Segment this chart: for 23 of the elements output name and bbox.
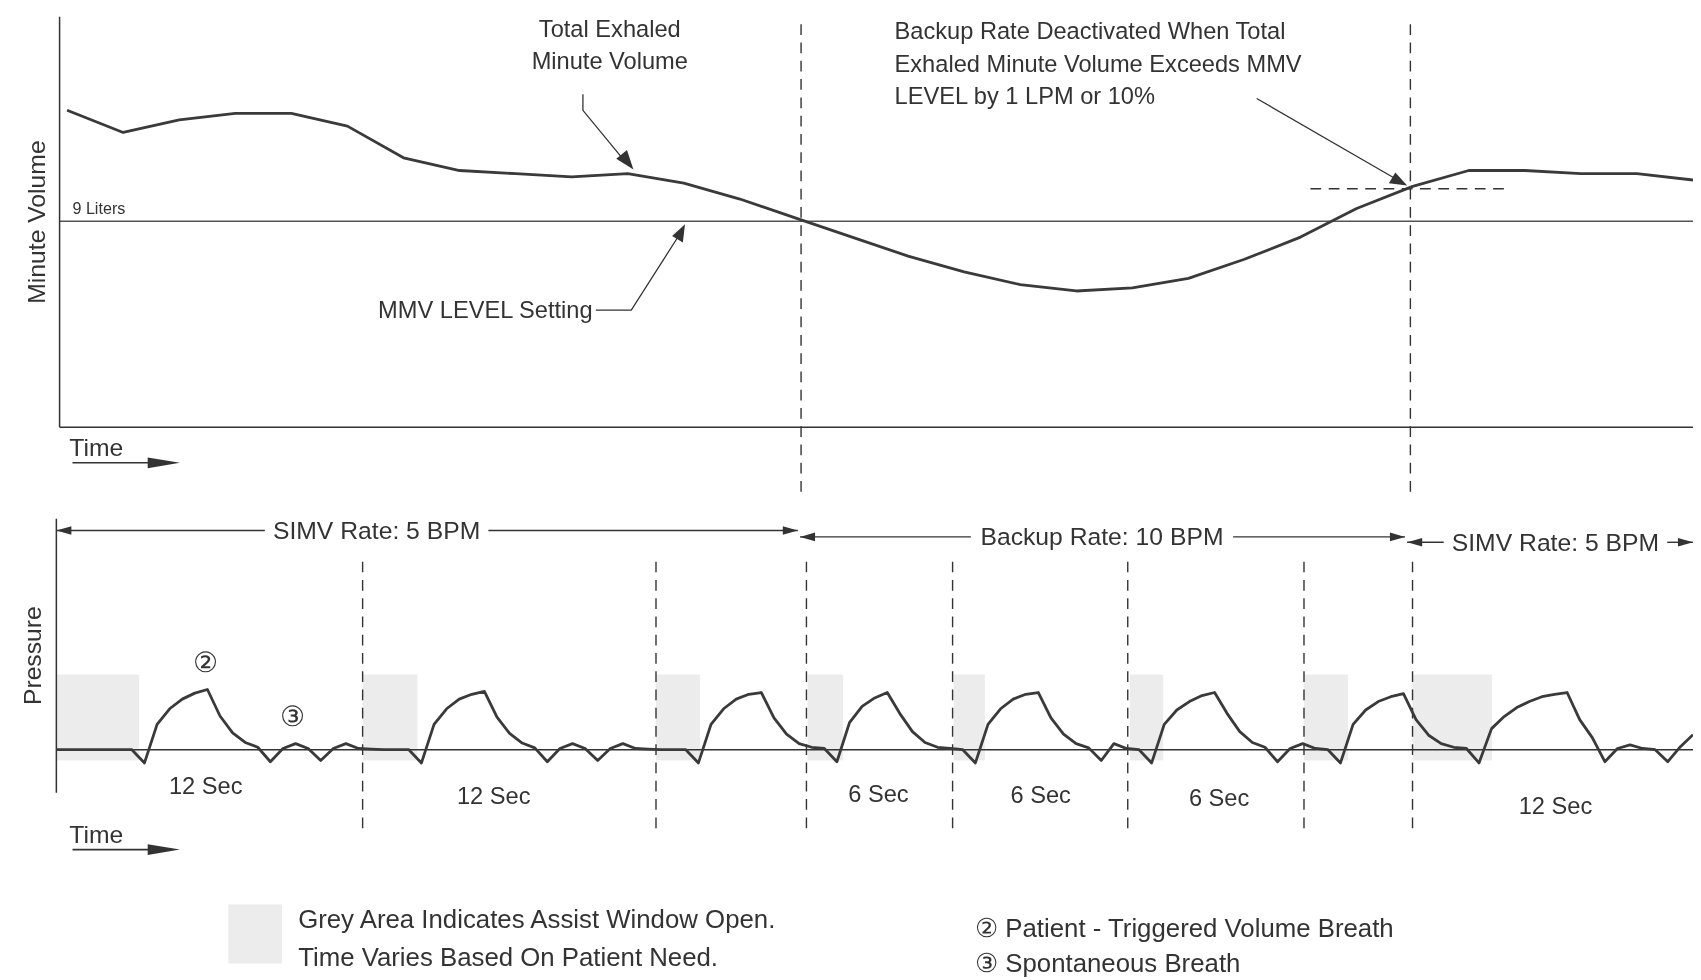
text: SIMV Rate: 5 BPM [272,517,481,545]
text: 6 Sec [848,781,909,808]
x-axis-title: Time [69,821,124,849]
annotation: MMV LEVEL Setting [378,296,593,323]
text: SIMV Rate: 5 BPM [1451,528,1660,556]
text: ② Patient - Triggered Volume Breath [975,913,1394,942]
text: Backup Rate: 10 BPM [980,523,1224,551]
text: 6 Sec [1010,782,1072,809]
x-axis-title: Time [69,434,124,462]
text: ② [193,647,219,679]
text: 6 Sec [1188,784,1250,811]
ref-line-label: 9 Liters [72,198,126,217]
y-axis-title: Minute Volume [22,140,50,304]
text: Backup Rate Deactivated When Total Exhaled Minute Volume Exceeds MMV LEVEL by 1 LPM or 10% [894,18,1302,109]
text: Total Exhaled Minute Volume [531,16,688,75]
text: ③ Spontaneous Breath [975,949,1241,978]
text: Time Varies Based On Patient Need. [298,942,719,971]
y-axis-title: Pressure [19,606,47,706]
text: 12 Sec [456,783,531,810]
annotation: ③ [280,701,306,733]
text: 12 Sec [168,772,243,799]
text: 12 Sec [1518,793,1593,820]
text: Grey Area Indicates Assist Window Open. [298,905,776,934]
